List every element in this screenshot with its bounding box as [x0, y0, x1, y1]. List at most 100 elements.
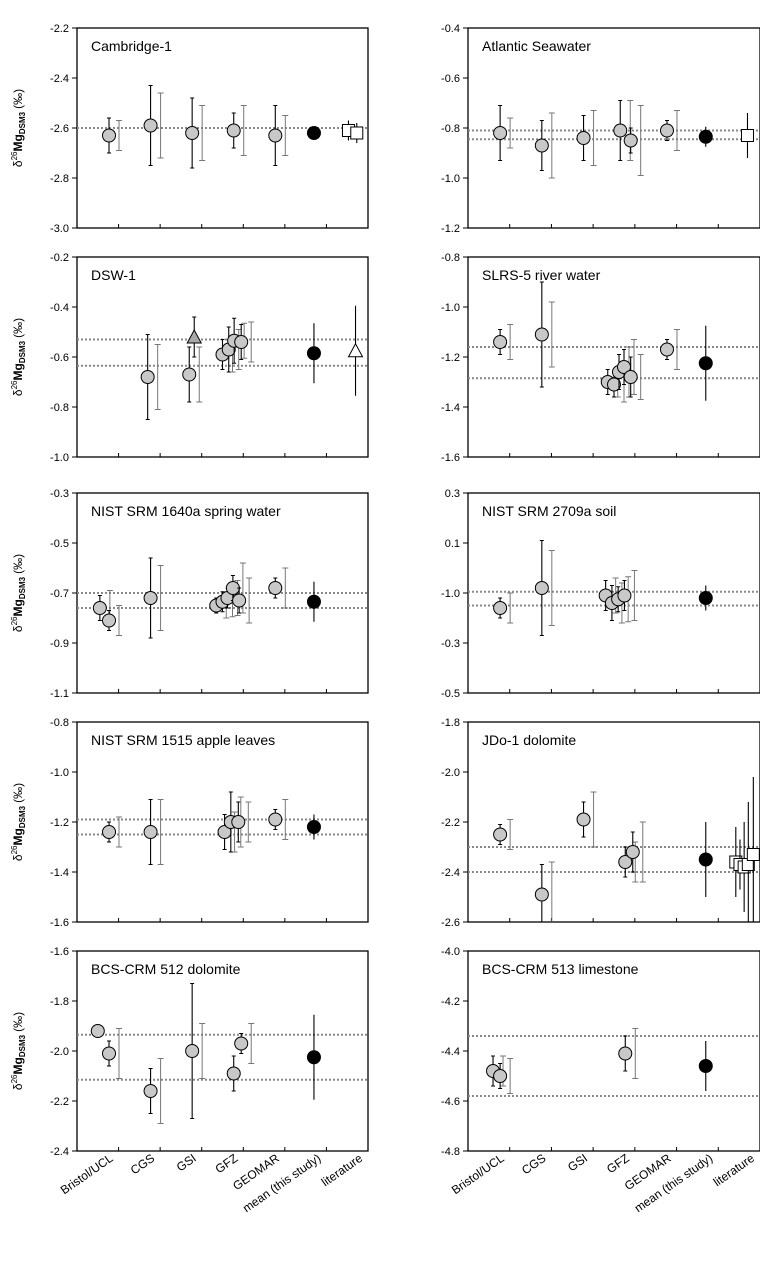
y-tick-label: -4.2	[441, 996, 460, 1008]
data-point-square	[740, 129, 754, 142]
y-tick-label: -1.6	[50, 946, 69, 958]
y-axis-label: δ26MgDSM3 (‰)	[10, 783, 27, 861]
y-label-unit: (‰)	[11, 1012, 25, 1032]
panel-title: DSW-1	[91, 267, 136, 283]
data-point	[143, 118, 158, 133]
data-point	[534, 887, 549, 902]
panel-3: -0.8 -1.0 -1.2 -1.4 -1.6 SLRS-5 river water	[441, 252, 760, 464]
data-point	[268, 128, 283, 143]
y-tick-label: -1.1	[50, 688, 69, 700]
mean-point	[306, 126, 321, 140]
y-label-base: δ	[11, 160, 25, 167]
category-label: literature	[319, 1151, 366, 1189]
y-tick-label: -4.6	[441, 1096, 460, 1108]
panel-title: NIST SRM 1640a spring water	[91, 503, 281, 519]
y-tick-label: -4.0	[441, 946, 460, 958]
y-tick-label: 0.1	[445, 538, 460, 550]
data-point	[182, 367, 197, 382]
mean-point	[698, 356, 713, 371]
panel-title: Atlantic Seawater	[482, 38, 591, 54]
y-label-sup: 26	[10, 845, 19, 854]
data-point-square	[746, 848, 760, 861]
panel-9: -4.0 -4.2 -4.4 -4.6 -4.8 BCS-CRM 513 limeston…	[441, 946, 760, 1158]
category-label: GFZ	[213, 1151, 241, 1176]
data-point	[493, 1069, 508, 1083]
y-label-main: Mg	[11, 134, 25, 151]
y-tick-label: -1.2	[50, 817, 69, 829]
data-point	[576, 812, 591, 827]
y-tick-label: -1.4	[50, 867, 69, 879]
y-label-unit: (‰)	[11, 318, 25, 338]
mean-point	[698, 129, 713, 144]
data-point	[232, 593, 247, 608]
data-point	[226, 1066, 241, 1081]
category-label: CGS	[128, 1151, 157, 1177]
data-point	[102, 1046, 117, 1061]
category-label: CGS	[519, 1151, 548, 1177]
y-tick-label: -1.8	[50, 996, 69, 1008]
panel-frame	[467, 950, 760, 1152]
data-point	[102, 128, 117, 143]
y-tick-label: -0.5	[441, 688, 460, 700]
y-label-sup: 26	[10, 380, 19, 389]
data-point	[268, 812, 283, 827]
y-label-unit: (‰)	[11, 554, 25, 574]
y-label-sup: 26	[10, 151, 19, 160]
category-label: mean (this study)	[240, 1151, 323, 1215]
data-point	[617, 588, 632, 603]
y-tick-label: -0.8	[441, 252, 460, 264]
data-point	[140, 370, 155, 384]
data-point	[102, 613, 117, 628]
data-point	[623, 133, 638, 148]
y-tick-label: -1.2	[441, 223, 460, 235]
mean-point	[306, 594, 321, 609]
panel-title: JDo-1 dolomite	[482, 732, 576, 748]
panel-frame	[76, 721, 369, 923]
mean-point	[306, 1050, 321, 1065]
y-tick-label: -1.0	[441, 302, 460, 314]
y-tick-label: -4.8	[441, 1146, 460, 1158]
y-label-sub: DSM3	[18, 1034, 27, 1057]
panel-5: 0.3 0.1 -1.0 -0.3 -0.5 NIST SRM 2709a soil	[441, 488, 760, 700]
panel-frame	[467, 721, 760, 923]
data-point	[493, 335, 508, 349]
y-tick-label: -2.6	[50, 123, 69, 135]
y-label-main: Mg	[11, 828, 25, 845]
data-point	[607, 377, 621, 392]
category-label: literature	[711, 1151, 758, 1189]
data-point	[234, 1036, 249, 1051]
data-point	[618, 1046, 633, 1061]
y-tick-label: -1.0	[441, 588, 460, 600]
category-label: GSI	[174, 1151, 199, 1174]
panel-title: NIST SRM 2709a soil	[482, 503, 616, 519]
data-point	[143, 591, 158, 605]
y-tick-label: 0.3	[445, 488, 460, 500]
mean-point	[698, 1059, 713, 1073]
y-tick-label: -4.4	[441, 1046, 460, 1058]
panel-1: -0.4 -0.6 -0.8 -1.0 -1.2 Atlantic Seawater	[441, 23, 760, 235]
y-axis-label: δ26MgDSM3 (‰)	[10, 1012, 27, 1090]
panel-title: SLRS-5 river water	[482, 267, 601, 283]
y-tick-label: -0.6	[50, 352, 69, 364]
panel-title: Cambridge-1	[91, 38, 172, 54]
y-tick-label: -1.0	[441, 173, 460, 185]
data-point	[226, 123, 241, 138]
data-point	[623, 370, 638, 384]
data-point	[659, 342, 674, 357]
panel-6: -0.8 -1.0 -1.2 -1.4 -1.6 NIST SRM 1515 apple …	[10, 717, 369, 929]
mean-point	[698, 852, 713, 867]
y-tick-label: -2.4	[50, 73, 69, 85]
panel-title: BCS-CRM 513 limestone	[482, 961, 639, 977]
y-tick-label: -2.6	[441, 917, 460, 929]
y-tick-label: -2.0	[50, 1046, 69, 1058]
data-point	[185, 1044, 200, 1058]
y-tick-label: -1.4	[441, 402, 460, 414]
y-tick-label: -0.8	[441, 123, 460, 135]
data-point	[185, 126, 200, 140]
y-tick-label: -0.2	[50, 252, 69, 264]
panel-title: NIST SRM 1515 apple leaves	[91, 732, 275, 748]
y-tick-label: -1.2	[441, 352, 460, 364]
y-tick-label: -1.0	[50, 452, 69, 464]
y-label-unit: (‰)	[11, 89, 25, 109]
